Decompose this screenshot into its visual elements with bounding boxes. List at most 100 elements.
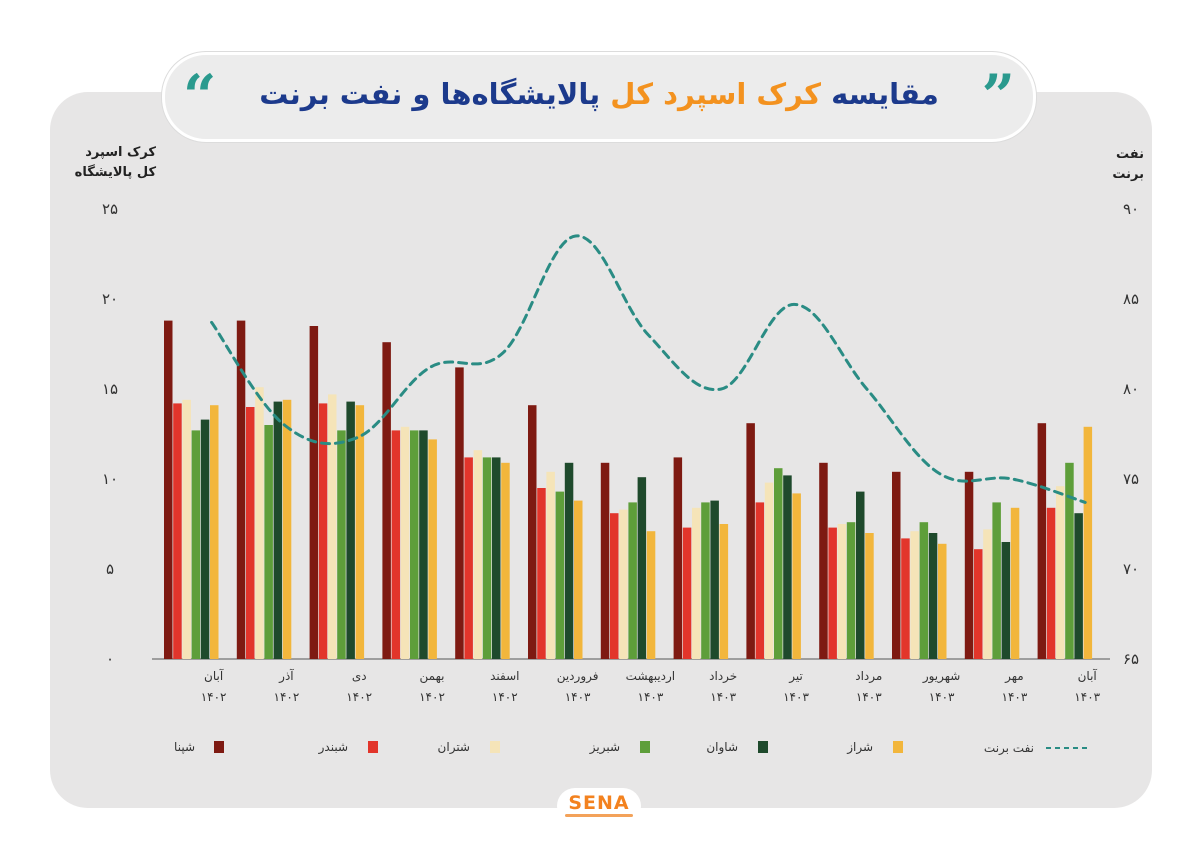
legend-swatch-4 — [640, 741, 650, 753]
legend-label-4: شبریز — [589, 740, 620, 755]
bar-2-11 — [901, 538, 910, 659]
bar-4-1 — [191, 430, 201, 659]
legend-label-1: شپنا — [174, 740, 195, 754]
bar-3-8 — [692, 507, 701, 659]
category-year-label: ۱۴۰۳ — [1074, 690, 1100, 704]
right-axis-title: نفت برنت — [1100, 145, 1144, 185]
bar-5-13 — [1074, 513, 1083, 659]
bar-1-2 — [236, 320, 246, 659]
left-tick-label: ۱۵ — [102, 380, 118, 398]
legend-line-label: نفت برنت — [984, 741, 1034, 756]
left-axis-title-line-1: کرک اسپرد — [85, 145, 156, 160]
sena-logo: SENA — [557, 788, 641, 824]
bar-4-5 — [482, 457, 492, 659]
bar-6-7 — [646, 531, 656, 659]
bar-5-12 — [1001, 542, 1011, 659]
right-axis-title-line-1: نفت — [1116, 147, 1144, 162]
bar-4-13 — [1065, 462, 1074, 659]
category-year-label: ۱۴۰۲ — [274, 690, 300, 704]
bar-1-8 — [673, 457, 683, 659]
legend-swatch-1 — [214, 741, 224, 753]
bar-2-10 — [828, 527, 837, 659]
bar-1-1 — [164, 320, 173, 659]
bar-4-10 — [846, 522, 856, 659]
bar-4-6 — [555, 491, 565, 659]
bar-5-11 — [928, 533, 938, 659]
bar-2-7 — [610, 513, 619, 659]
quote-close-icon: ” — [981, 62, 1015, 130]
bar-2-2 — [246, 407, 255, 659]
bar-5-2 — [273, 401, 283, 659]
bar-5-6 — [564, 462, 574, 659]
category-year-label: ۱۴۰۲ — [346, 690, 372, 704]
bar-6-9 — [792, 493, 801, 659]
category-month-label: آبان — [1078, 668, 1098, 683]
bar-3-5 — [473, 450, 483, 659]
bar-3-9 — [764, 482, 774, 659]
bar-3-1 — [182, 399, 191, 659]
category-year-label: ۱۴۰۳ — [710, 690, 736, 704]
category-month-label: تیر — [788, 669, 803, 684]
bar-5-4 — [419, 430, 428, 659]
category-month-label: فروردین — [557, 669, 599, 684]
category-month-label: مرداد — [855, 669, 882, 684]
bar-2-1 — [173, 403, 182, 659]
bar-4-3 — [337, 430, 346, 659]
title-part-1: مقایسه — [831, 77, 939, 111]
bar-2-6 — [537, 488, 546, 659]
right-tick-label: ۸۵ — [1123, 290, 1139, 308]
bar-1-11 — [892, 471, 901, 659]
left-tick-label: ۲۵ — [102, 200, 118, 218]
bar-6-10 — [865, 533, 874, 659]
legend-label-2: شبندر — [318, 740, 348, 755]
bar-4-12 — [992, 502, 1001, 659]
category-year-label: ۱۴۰۳ — [1002, 690, 1028, 704]
bar-1-9 — [746, 423, 755, 659]
bar-3-6 — [546, 471, 555, 659]
bar-6-6 — [574, 500, 583, 659]
bar-2-13 — [1046, 507, 1056, 659]
left-tick-label: ۲۰ — [102, 290, 118, 308]
bar-5-5 — [492, 457, 501, 659]
bar-3-3 — [328, 394, 337, 659]
bar-4-2 — [264, 425, 273, 659]
bar-1-6 — [528, 405, 537, 659]
logo-underline — [565, 814, 633, 817]
bar-1-3 — [309, 326, 319, 659]
category-year-label: ۱۴۰۲ — [492, 690, 518, 704]
bar-2-12 — [974, 549, 983, 659]
right-tick-label: ۹۰ — [1123, 200, 1139, 218]
category-year-label: ۱۴۰۳ — [856, 690, 882, 704]
right-tick-label: ۷۵ — [1123, 470, 1139, 488]
bar-6-5 — [501, 462, 510, 659]
category-month-label: اردیبهشت — [626, 669, 675, 684]
title-part-2: کرک اسپرد کل — [610, 77, 821, 111]
category-year-label: ۱۴۰۲ — [419, 690, 445, 704]
logo-text: SENA — [568, 792, 630, 814]
bar-3-12 — [983, 529, 992, 659]
category-year-label: ۱۴۰۳ — [565, 690, 591, 704]
bar-1-5 — [455, 367, 464, 659]
left-tick-label: ۱۰ — [102, 470, 118, 488]
bar-6-8 — [719, 524, 729, 659]
legend-swatch-6 — [893, 741, 903, 753]
bar-1-4 — [382, 342, 391, 659]
bar-2-3 — [318, 403, 328, 659]
bar-5-7 — [637, 477, 647, 659]
legend-label-3: شتران — [438, 740, 470, 755]
category-month-label: دی — [352, 669, 367, 683]
bar-1-7 — [600, 462, 610, 659]
bar-6-13 — [1083, 426, 1093, 659]
bar-4-8 — [701, 502, 710, 659]
bar-4-9 — [774, 468, 783, 659]
legend-swatch-3 — [490, 741, 500, 753]
category-year-label: ۱۴۰۳ — [783, 690, 809, 704]
category-month-label: مهر — [1004, 669, 1024, 684]
category-year-label: ۱۴۰۳ — [929, 690, 955, 704]
left-tick-label: ۵ — [106, 560, 114, 578]
left-axis-title: کرک اسپرد کل پالایشگاه — [60, 143, 156, 183]
bar-6-3 — [355, 405, 365, 659]
left-tick-label: ۰ — [106, 650, 114, 668]
bar-1-13 — [1037, 423, 1047, 659]
bar-5-10 — [856, 491, 865, 659]
